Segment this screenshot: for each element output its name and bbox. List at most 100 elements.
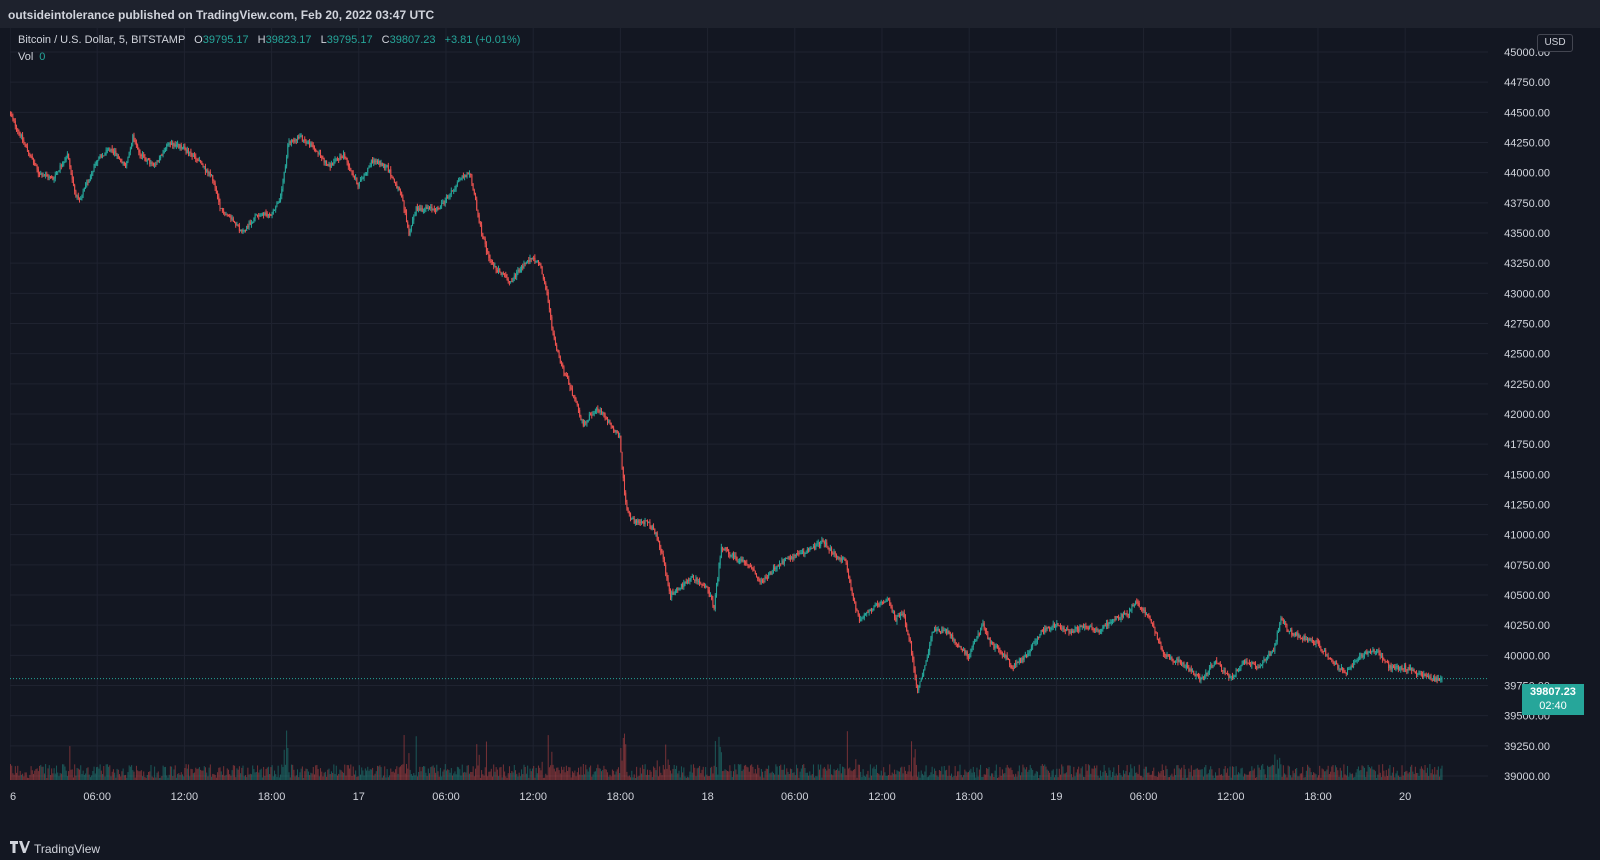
candle-body (756, 574, 758, 577)
volume-bar (441, 776, 443, 780)
candle-body (1389, 665, 1391, 669)
candle-body (1055, 624, 1057, 628)
volume-bar (619, 773, 621, 780)
price-tick-label: 40000.00 (1504, 650, 1550, 662)
candle-body (269, 214, 271, 216)
candle-body (829, 548, 831, 551)
candle-body (482, 233, 484, 239)
candle-body (345, 158, 347, 160)
volume-bar (212, 773, 214, 780)
candle-body (148, 159, 150, 161)
candle-body (104, 153, 106, 156)
volume-bar (770, 772, 772, 780)
candle-body (64, 159, 66, 162)
volume-bar (705, 767, 707, 780)
candle-body (1308, 638, 1310, 642)
volume-bar (1315, 774, 1317, 780)
candle-body (1026, 654, 1028, 658)
volume-bar (545, 773, 547, 780)
chart-canvas[interactable]: 39000.0039250.0039500.0039750.0040000.00… (9, 28, 1600, 836)
volume-bar (196, 769, 198, 780)
candle-body (686, 579, 688, 584)
volume-bar (745, 764, 747, 780)
volume-bar (972, 766, 974, 780)
volume-bar (845, 775, 847, 780)
volume-bar (621, 760, 623, 780)
candle-body (57, 171, 59, 173)
tradingview-brand[interactable]: TradingView (10, 841, 100, 856)
volume-bar (820, 764, 822, 780)
candle-body (649, 521, 651, 526)
candle-body (1022, 658, 1024, 660)
candle-body (165, 148, 167, 151)
candle-body (1309, 638, 1311, 640)
candle-body (409, 230, 411, 235)
price-tick-label: 42250.00 (1504, 379, 1550, 391)
volume-bar (339, 769, 341, 780)
candle-body (935, 628, 937, 632)
volume-bar (701, 769, 703, 780)
brand-name: TradingView (34, 841, 101, 856)
volume-bar (849, 767, 851, 780)
time-tick-label: 12:00 (519, 791, 547, 803)
candle-body (1165, 654, 1167, 658)
volume-bar (883, 767, 885, 780)
volume-bar (1033, 775, 1035, 780)
volume-bar (1011, 770, 1013, 780)
volume-value: 0 (39, 51, 46, 63)
volume-bar (981, 776, 983, 780)
candle-body (957, 644, 959, 646)
candle-body (1211, 665, 1213, 667)
volume-bar (607, 772, 609, 780)
candle-body (919, 681, 921, 686)
volume-bar (538, 765, 540, 780)
price-chart[interactable]: 39000.0039250.0039500.0039750.0040000.00… (9, 28, 1600, 836)
volume-bar (938, 770, 940, 780)
volume-bar (865, 776, 867, 780)
volume-bar (269, 773, 271, 780)
candle-body (481, 224, 483, 234)
volume-bar (1231, 766, 1233, 780)
price-tick-label: 43750.00 (1504, 198, 1550, 210)
candle-body (1437, 678, 1439, 681)
volume-bar (934, 768, 936, 780)
candle-body (624, 478, 626, 493)
candle-body (967, 656, 969, 658)
candle-body (1270, 651, 1272, 656)
candle-body (499, 268, 501, 273)
candle-body (298, 137, 300, 139)
candle-body (741, 559, 743, 562)
candle-body (519, 269, 521, 272)
candle-body (1218, 663, 1220, 665)
candle-body (1420, 673, 1422, 675)
volume-bar (1400, 776, 1402, 780)
currency-button[interactable]: USD (1537, 34, 1573, 52)
candle-body (1288, 630, 1290, 632)
volume-bar (63, 764, 65, 780)
volume-bar (357, 776, 359, 780)
candle-body (1368, 651, 1370, 653)
volume-bar (1017, 771, 1019, 780)
candle-body (303, 139, 305, 141)
candle-body (982, 623, 984, 626)
volume-bar (895, 774, 897, 780)
candle-body (316, 151, 318, 153)
volume-bar (330, 771, 332, 780)
volume-bar (1436, 769, 1438, 780)
candle-body (243, 229, 245, 231)
volume-bar (151, 776, 153, 780)
candle-body (1185, 665, 1187, 668)
volume-bar (896, 770, 898, 780)
volume-bar (631, 770, 633, 780)
candle-body (1296, 632, 1298, 635)
volume-bar (1382, 764, 1384, 780)
candle-body (1433, 677, 1435, 681)
volume-bar (1326, 769, 1328, 780)
candle-body (313, 147, 315, 149)
volume-bar (563, 766, 565, 780)
volume-bar (573, 772, 575, 780)
volume-bar (866, 774, 868, 780)
candle-body (763, 581, 765, 583)
candle-body (1202, 677, 1204, 679)
volume-bar (260, 768, 262, 780)
